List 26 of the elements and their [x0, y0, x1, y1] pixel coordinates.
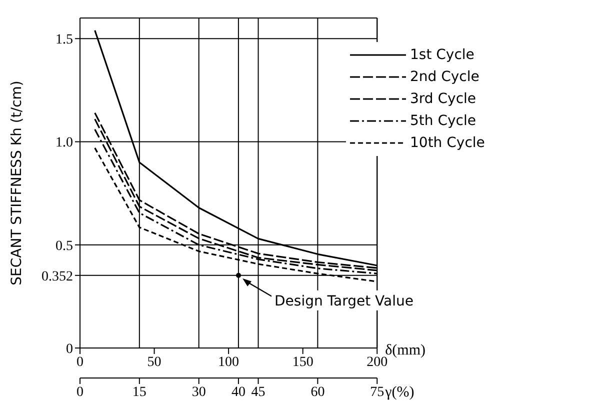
- legend-label: 2nd Cycle: [410, 69, 480, 85]
- legend-label: 1st Cycle: [410, 47, 474, 63]
- x-tick-label: 200: [366, 354, 388, 370]
- x2-tick-label: 15: [132, 384, 146, 400]
- x-tick-label: 100: [218, 354, 240, 370]
- legend-label: 3rd Cycle: [410, 91, 476, 107]
- x2-tick-label: 75: [370, 384, 384, 400]
- x2-tick-label: 0: [76, 384, 84, 400]
- y-axis-title: SECANT STIFFNESS Kh (t/cm): [8, 80, 25, 286]
- y-tick-label: 0: [66, 342, 73, 357]
- y-tick-label: 0.5: [56, 238, 73, 254]
- x-tick-label: 50: [147, 354, 162, 370]
- x-tick-label: 150: [292, 354, 314, 370]
- x2-tick-label: 60: [310, 384, 325, 400]
- legend-label: 5th Cycle: [410, 113, 476, 129]
- x-axis-title: δ(mm): [385, 342, 426, 358]
- annotation: Design Target Value: [274, 293, 414, 310]
- legend-label: 10th Cycle: [410, 135, 485, 151]
- x2-tick-label: 40: [231, 384, 246, 400]
- y-tick-label: 1.5: [56, 32, 73, 48]
- y-tick-label: 1.0: [56, 136, 73, 151]
- y-tick-label: 0.352: [42, 269, 73, 284]
- x2-axis-title: γ(%): [384, 384, 414, 400]
- x-tick-label: 0: [76, 354, 84, 370]
- x2-tick-label: 30: [192, 384, 206, 400]
- x2-tick-label: 45: [251, 384, 266, 400]
